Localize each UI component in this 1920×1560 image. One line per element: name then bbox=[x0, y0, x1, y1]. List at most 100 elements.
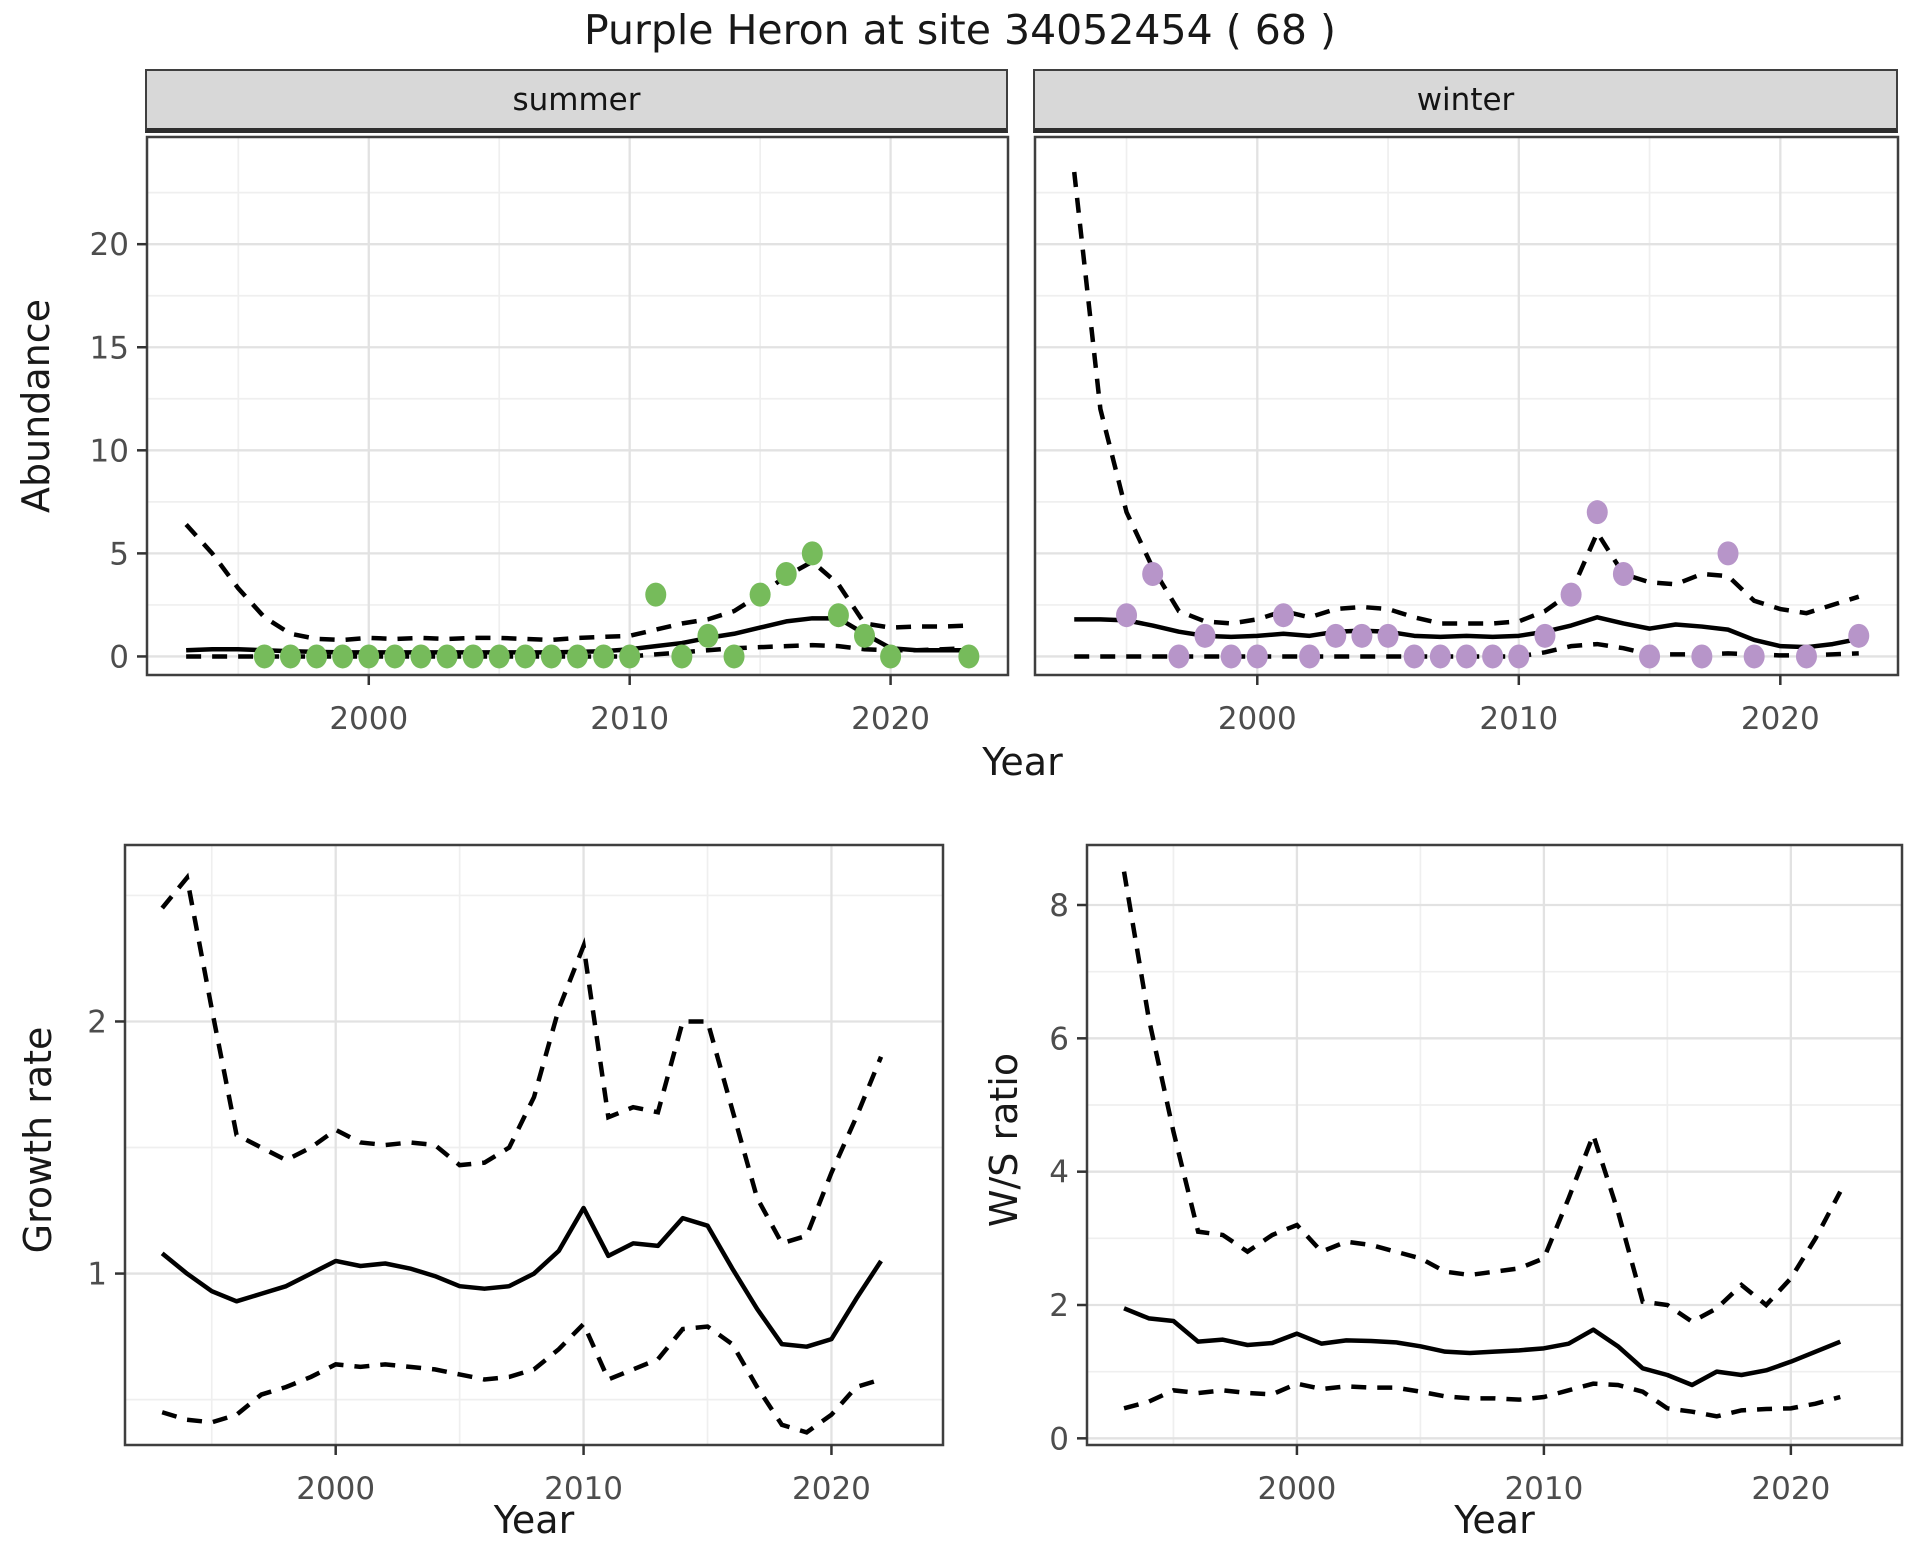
x-tick-label: 2010 bbox=[1479, 701, 1558, 737]
panel-ws-ratio: 2000 2010 2020 0 2 4 6 8 bbox=[1049, 843, 1904, 1507]
y-tick-label: 2 bbox=[1049, 1288, 1069, 1324]
data-point bbox=[1691, 644, 1713, 669]
data-point bbox=[593, 644, 615, 669]
y-axis-title-growth-rate: Growth rate bbox=[16, 1026, 60, 1254]
panel-background bbox=[125, 845, 943, 1445]
data-point bbox=[749, 582, 771, 607]
y-tick-label: 15 bbox=[90, 330, 129, 366]
data-point bbox=[1194, 623, 1216, 648]
panel-winter-abundance: 2000 2010 2020 bbox=[1033, 135, 1900, 737]
x-axis-title-growth-rate: Year bbox=[493, 1498, 575, 1542]
data-point bbox=[384, 644, 406, 669]
y-tick-label: 4 bbox=[1049, 1155, 1069, 1191]
data-point bbox=[1508, 644, 1530, 669]
x-tick-label: 2010 bbox=[1504, 1471, 1583, 1507]
y-tick-label: 5 bbox=[109, 536, 129, 572]
y-axis-title-abundance: Abundance bbox=[14, 298, 58, 514]
x-tick-label: 2010 bbox=[544, 1471, 623, 1507]
data-point bbox=[723, 644, 745, 669]
data-point bbox=[306, 644, 328, 669]
x-tick-label: 2000 bbox=[1218, 701, 1297, 737]
y-tick-label: 0 bbox=[1049, 1421, 1069, 1457]
data-point bbox=[1456, 644, 1477, 669]
x-tick-label: 2020 bbox=[1741, 701, 1820, 737]
data-point bbox=[1848, 623, 1870, 648]
ci-upper-dashed-line bbox=[1121, 871, 1843, 1325]
data-point bbox=[1743, 644, 1765, 669]
data-point bbox=[1795, 644, 1817, 669]
panel-summer-abundance: 2000 2010 2020 0 5 10 15 20 bbox=[90, 135, 1010, 737]
data-point bbox=[1534, 623, 1556, 648]
panel-border bbox=[123, 843, 945, 1447]
data-point bbox=[488, 644, 510, 669]
panel-background bbox=[147, 137, 1008, 675]
data-point bbox=[253, 644, 275, 669]
data-point bbox=[775, 561, 797, 586]
data-point bbox=[1377, 623, 1399, 648]
median-line bbox=[160, 1205, 883, 1349]
panel-border bbox=[1033, 135, 1900, 677]
data-point bbox=[619, 644, 641, 669]
data-point bbox=[1717, 541, 1739, 566]
y-tick-label: 0 bbox=[109, 639, 129, 675]
y-tick-label: 1 bbox=[87, 1257, 107, 1293]
y-tick-label: 6 bbox=[1049, 1021, 1069, 1057]
data-point bbox=[410, 644, 432, 669]
y-tick-label: 10 bbox=[90, 433, 129, 469]
ci-lower-dashed-line bbox=[1123, 1381, 1841, 1419]
data-point bbox=[1612, 561, 1634, 586]
x-axis-title-top: Year bbox=[982, 740, 1063, 784]
facet-strip-summer-label: summer bbox=[512, 81, 641, 118]
median-line bbox=[1123, 1306, 1842, 1388]
panel-growth-rate: 2000 2010 2020 1 2 bbox=[87, 843, 945, 1507]
data-point bbox=[671, 644, 693, 669]
data-point bbox=[880, 644, 902, 669]
x-tick-label: 2020 bbox=[851, 701, 930, 737]
data-point bbox=[854, 623, 875, 648]
y-axis-title-ws-ratio: W/S ratio bbox=[982, 1052, 1026, 1228]
data-point bbox=[1560, 582, 1582, 607]
data-point bbox=[1299, 644, 1321, 669]
data-point bbox=[1142, 561, 1164, 586]
panel-border bbox=[1085, 843, 1904, 1447]
data-point bbox=[1246, 644, 1268, 669]
ci-lower-dashed-line bbox=[161, 1320, 882, 1435]
data-point bbox=[332, 644, 354, 669]
data-point bbox=[1220, 644, 1242, 669]
data-point bbox=[514, 644, 536, 669]
data-point bbox=[358, 644, 380, 669]
data-point bbox=[280, 644, 301, 669]
data-point bbox=[645, 582, 667, 607]
data-point bbox=[1116, 603, 1138, 628]
data-point bbox=[436, 644, 458, 669]
data-point bbox=[801, 541, 823, 566]
data-point bbox=[1168, 644, 1190, 669]
facet-strip-winter: winter bbox=[1033, 69, 1898, 133]
data-point bbox=[1586, 500, 1608, 525]
y-tick-label: 20 bbox=[90, 227, 129, 263]
facet-strip-winter-label: winter bbox=[1416, 81, 1515, 118]
data-point bbox=[1403, 644, 1425, 669]
panel-background bbox=[1087, 845, 1902, 1445]
x-tick-label: 2000 bbox=[329, 701, 408, 737]
panel-border bbox=[145, 135, 1010, 677]
data-point bbox=[462, 644, 484, 669]
data-point bbox=[1351, 623, 1373, 648]
data-point bbox=[1482, 644, 1504, 669]
x-tick-label: 2000 bbox=[296, 1471, 375, 1507]
data-point bbox=[567, 644, 588, 669]
plot-title: Purple Heron at site 34052454 ( 68 ) bbox=[584, 6, 1336, 54]
x-tick-label: 2010 bbox=[590, 701, 669, 737]
panel-background bbox=[1035, 137, 1898, 675]
data-point bbox=[1325, 623, 1347, 648]
facet-strip-summer: summer bbox=[145, 69, 1008, 133]
data-point bbox=[958, 644, 980, 669]
data-point bbox=[697, 623, 719, 648]
data-point bbox=[827, 603, 849, 628]
data-point bbox=[1639, 644, 1661, 669]
ci-upper-dashed-line bbox=[160, 872, 884, 1247]
data-point bbox=[540, 644, 562, 669]
x-axis-title-ws-ratio: Year bbox=[1454, 1498, 1535, 1542]
x-tick-label: 2000 bbox=[1257, 1471, 1336, 1507]
